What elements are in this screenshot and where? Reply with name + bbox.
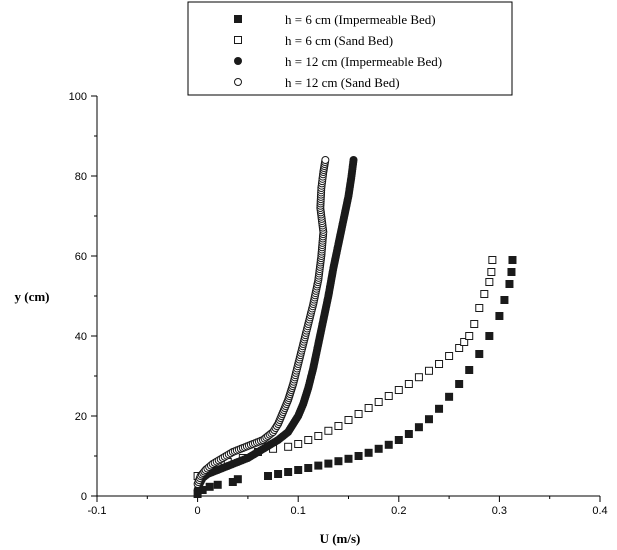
data-point bbox=[465, 366, 474, 374]
data-point bbox=[480, 290, 489, 298]
data-point bbox=[284, 468, 293, 476]
data-point bbox=[304, 436, 313, 444]
data-point bbox=[354, 410, 363, 418]
legend-marker bbox=[234, 78, 242, 86]
series-3 bbox=[193, 156, 358, 494]
legend-marker bbox=[234, 36, 242, 44]
data-point bbox=[460, 338, 469, 346]
data-point bbox=[205, 482, 214, 491]
y-tick-label: 0 bbox=[81, 491, 87, 503]
data-point bbox=[344, 454, 353, 463]
legend-marker bbox=[234, 15, 242, 23]
y-tick-label: 60 bbox=[75, 251, 87, 263]
legend: h = 6 cm (Impermeable Bed) h = 6 cm (Sand… bbox=[187, 1, 513, 96]
data-point bbox=[465, 332, 474, 340]
data-point bbox=[485, 332, 494, 340]
series-1 bbox=[193, 256, 517, 498]
data-point bbox=[495, 312, 504, 320]
data-point bbox=[424, 415, 433, 424]
legend-label: h = 12 cm (Sand Bed) bbox=[285, 75, 400, 90]
legend-marker bbox=[234, 57, 242, 65]
data-point bbox=[321, 156, 330, 164]
data-point bbox=[344, 416, 353, 424]
data-point bbox=[349, 156, 358, 164]
x-tick-label: 0.2 bbox=[391, 505, 406, 517]
data-point bbox=[334, 422, 343, 430]
data-point bbox=[394, 436, 403, 444]
data-point bbox=[435, 360, 444, 368]
data-point bbox=[394, 386, 403, 394]
data-point bbox=[445, 352, 454, 360]
x-tick-label: -0.1 bbox=[88, 505, 107, 517]
y-tick-label: 80 bbox=[75, 171, 87, 183]
data-point bbox=[264, 472, 273, 480]
data-point bbox=[414, 373, 423, 382]
y-tick-label: 40 bbox=[75, 331, 87, 343]
data-point bbox=[435, 404, 444, 413]
data-point bbox=[470, 320, 479, 328]
data-point bbox=[354, 452, 363, 460]
data-point bbox=[364, 448, 373, 457]
legend-label: h = 6 cm (Impermeable Bed) bbox=[285, 12, 436, 27]
data-point bbox=[404, 380, 413, 388]
data-point bbox=[314, 461, 323, 470]
data-point bbox=[294, 440, 303, 448]
data-point bbox=[334, 457, 343, 466]
data-point bbox=[445, 392, 454, 401]
data-point bbox=[314, 432, 323, 440]
x-tick-label: 0.1 bbox=[291, 505, 306, 517]
y-tick-label: 100 bbox=[69, 91, 87, 103]
legend-label: h = 6 cm (Sand Bed) bbox=[285, 33, 393, 48]
data-point bbox=[475, 350, 484, 358]
data-point bbox=[384, 440, 393, 449]
data-point bbox=[364, 404, 373, 412]
data-point bbox=[455, 380, 464, 388]
x-tick-label: 0.3 bbox=[492, 505, 507, 517]
data-point bbox=[213, 480, 222, 489]
data-point bbox=[508, 256, 517, 264]
data-point bbox=[374, 444, 383, 453]
x-axis-title: U (m/s) bbox=[320, 531, 361, 546]
data-point bbox=[324, 426, 333, 435]
y-tick-label: 20 bbox=[75, 411, 87, 423]
data-point bbox=[488, 256, 497, 264]
y-axis-title: y (cm) bbox=[14, 289, 49, 304]
data-point bbox=[228, 478, 237, 486]
data-point bbox=[324, 459, 333, 468]
data-point bbox=[384, 392, 393, 400]
series-4 bbox=[193, 156, 330, 488]
data-point bbox=[500, 296, 509, 304]
data-point bbox=[274, 470, 283, 478]
data-point bbox=[374, 398, 383, 406]
data-point bbox=[233, 475, 242, 484]
data-point bbox=[198, 486, 207, 494]
legend-label: h = 12 cm (Impermeable Bed) bbox=[285, 54, 442, 69]
data-point bbox=[414, 423, 423, 432]
data-point bbox=[424, 366, 433, 375]
x-tick-label: 0 bbox=[195, 505, 201, 517]
data-point bbox=[505, 280, 514, 288]
x-tick-label: 0.4 bbox=[592, 505, 607, 517]
data-point bbox=[294, 466, 303, 474]
data-point bbox=[475, 304, 484, 312]
data-point bbox=[284, 442, 293, 451]
data-point bbox=[404, 430, 413, 438]
data-point bbox=[507, 268, 516, 276]
data-point bbox=[485, 278, 494, 286]
data-point bbox=[455, 344, 464, 352]
data-point bbox=[487, 268, 496, 276]
data-point bbox=[304, 464, 313, 472]
